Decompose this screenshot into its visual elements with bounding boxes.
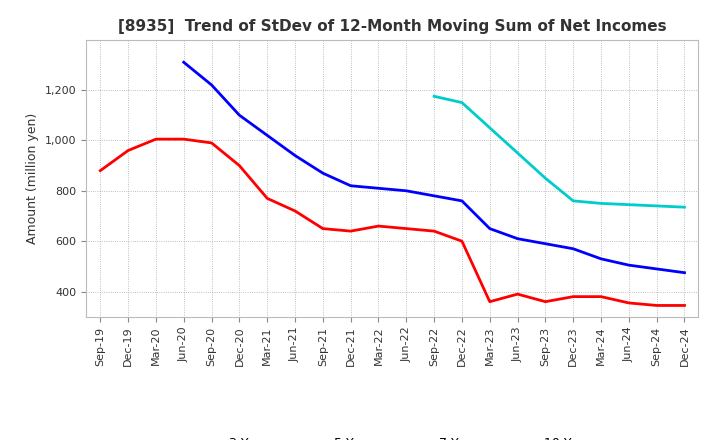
3 Years [458, 238, 467, 244]
5 Years [485, 226, 494, 231]
5 Years [680, 270, 689, 275]
3 Years [263, 196, 271, 201]
5 Years [263, 133, 271, 138]
7 Years [652, 203, 661, 209]
7 Years [458, 100, 467, 105]
5 Years [179, 60, 188, 65]
7 Years [680, 205, 689, 210]
3 Years [402, 226, 410, 231]
3 Years [152, 136, 161, 142]
5 Years [346, 183, 355, 188]
5 Years [430, 193, 438, 198]
3 Years [235, 163, 243, 168]
Y-axis label: Amount (million yen): Amount (million yen) [27, 113, 40, 244]
5 Years [318, 171, 327, 176]
7 Years [541, 176, 550, 181]
Line: 3 Years: 3 Years [100, 139, 685, 305]
3 Years [624, 300, 633, 305]
5 Years [235, 113, 243, 118]
Line: 7 Years: 7 Years [434, 96, 685, 207]
5 Years [597, 256, 606, 261]
3 Years [291, 208, 300, 213]
5 Years [207, 82, 216, 88]
3 Years [207, 140, 216, 146]
5 Years [541, 241, 550, 246]
Legend: 3 Years, 5 Years, 7 Years, 10 Years: 3 Years, 5 Years, 7 Years, 10 Years [183, 432, 602, 440]
3 Years [541, 299, 550, 304]
7 Years [569, 198, 577, 204]
3 Years [346, 228, 355, 234]
3 Years [513, 291, 522, 297]
3 Years [597, 294, 606, 299]
3 Years [124, 148, 132, 153]
3 Years [179, 136, 188, 142]
5 Years [652, 266, 661, 271]
3 Years [318, 226, 327, 231]
3 Years [680, 303, 689, 308]
Line: 5 Years: 5 Years [184, 62, 685, 273]
7 Years [430, 94, 438, 99]
5 Years [624, 263, 633, 268]
7 Years [513, 150, 522, 156]
3 Years [569, 294, 577, 299]
5 Years [513, 236, 522, 241]
7 Years [597, 201, 606, 206]
7 Years [485, 125, 494, 130]
5 Years [458, 198, 467, 204]
5 Years [374, 186, 383, 191]
Title: [8935]  Trend of StDev of 12-Month Moving Sum of Net Incomes: [8935] Trend of StDev of 12-Month Moving… [118, 19, 667, 34]
3 Years [374, 224, 383, 229]
3 Years [430, 228, 438, 234]
5 Years [569, 246, 577, 251]
3 Years [652, 303, 661, 308]
5 Years [402, 188, 410, 194]
5 Years [291, 153, 300, 158]
3 Years [485, 299, 494, 304]
3 Years [96, 168, 104, 173]
7 Years [624, 202, 633, 207]
